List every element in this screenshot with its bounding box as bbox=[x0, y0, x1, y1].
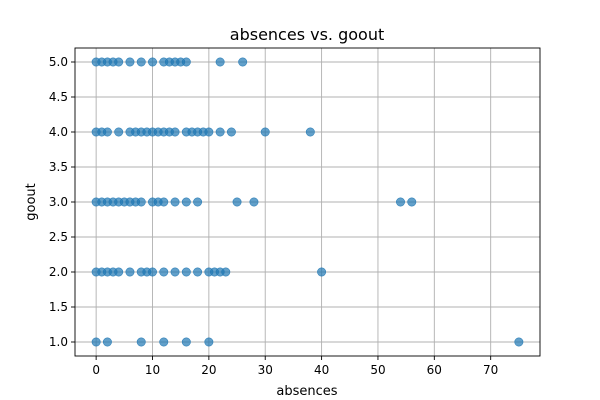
x-axis-ticks: 0 10 20 30 40 50 60 70 bbox=[92, 356, 498, 377]
x-tick-label: 10 bbox=[145, 363, 160, 377]
scatter-point bbox=[260, 127, 270, 137]
y-tick-label: 3.0 bbox=[49, 195, 68, 209]
x-tick-label: 40 bbox=[314, 363, 329, 377]
scatter-point bbox=[232, 197, 242, 207]
x-tick-label: 30 bbox=[258, 363, 273, 377]
scatter-point bbox=[159, 337, 169, 347]
scatter-point bbox=[102, 337, 112, 347]
scatter-point bbox=[215, 57, 225, 67]
scatter-point bbox=[170, 127, 180, 137]
y-tick-label: 1.5 bbox=[49, 300, 68, 314]
y-tick-label: 4.0 bbox=[49, 125, 68, 139]
scatter-point bbox=[159, 197, 169, 207]
y-axis-label: goout bbox=[24, 183, 39, 221]
scatter-point bbox=[181, 267, 191, 277]
x-tick-label: 70 bbox=[483, 363, 498, 377]
x-tick-label: 60 bbox=[427, 363, 442, 377]
y-tick-label: 2.0 bbox=[49, 265, 68, 279]
scatter-point bbox=[114, 127, 124, 137]
y-tick-label: 4.5 bbox=[49, 90, 68, 104]
scatter-point bbox=[114, 267, 124, 277]
scatter-point bbox=[204, 127, 214, 137]
scatter-point bbox=[148, 267, 158, 277]
scatter-point bbox=[317, 267, 327, 277]
scatter-point bbox=[514, 337, 524, 347]
scatter-point bbox=[226, 127, 236, 137]
y-tick-label: 3.5 bbox=[49, 160, 68, 174]
y-tick-label: 2.5 bbox=[49, 230, 68, 244]
scatter-point bbox=[221, 267, 231, 277]
y-axis-ticks: 1.0 1.5 2.0 2.5 3.0 3.5 4.0 4.5 5.0 bbox=[49, 55, 75, 349]
scatter-point bbox=[136, 57, 146, 67]
chart-title: absences vs. goout bbox=[230, 25, 384, 44]
scatter-point bbox=[238, 57, 248, 67]
x-tick-label: 50 bbox=[370, 363, 385, 377]
scatter-point bbox=[114, 57, 124, 67]
scatter-point bbox=[170, 197, 180, 207]
scatter-point bbox=[91, 337, 101, 347]
scatter-point bbox=[181, 337, 191, 347]
data-points bbox=[91, 57, 524, 347]
scatter-point bbox=[181, 197, 191, 207]
scatter-point bbox=[136, 197, 146, 207]
scatter-point bbox=[215, 127, 225, 137]
scatter-point bbox=[193, 197, 203, 207]
scatter-point bbox=[102, 127, 112, 137]
x-axis-label: absences bbox=[276, 384, 337, 399]
scatter-point bbox=[305, 127, 315, 137]
y-tick-label: 1.0 bbox=[49, 335, 68, 349]
scatter-point bbox=[193, 267, 203, 277]
scatter-point bbox=[249, 197, 259, 207]
scatter-point bbox=[125, 267, 135, 277]
scatter-point bbox=[181, 57, 191, 67]
x-tick-label: 20 bbox=[201, 363, 216, 377]
scatter-point bbox=[395, 197, 405, 207]
y-tick-label: 5.0 bbox=[49, 55, 68, 69]
scatter-point bbox=[159, 267, 169, 277]
scatter-point bbox=[136, 337, 146, 347]
scatter-point bbox=[170, 267, 180, 277]
scatter-point bbox=[407, 197, 417, 207]
scatter-point bbox=[204, 337, 214, 347]
x-tick-label: 0 bbox=[92, 363, 100, 377]
scatter-point bbox=[125, 57, 135, 67]
scatter-point bbox=[148, 57, 158, 67]
